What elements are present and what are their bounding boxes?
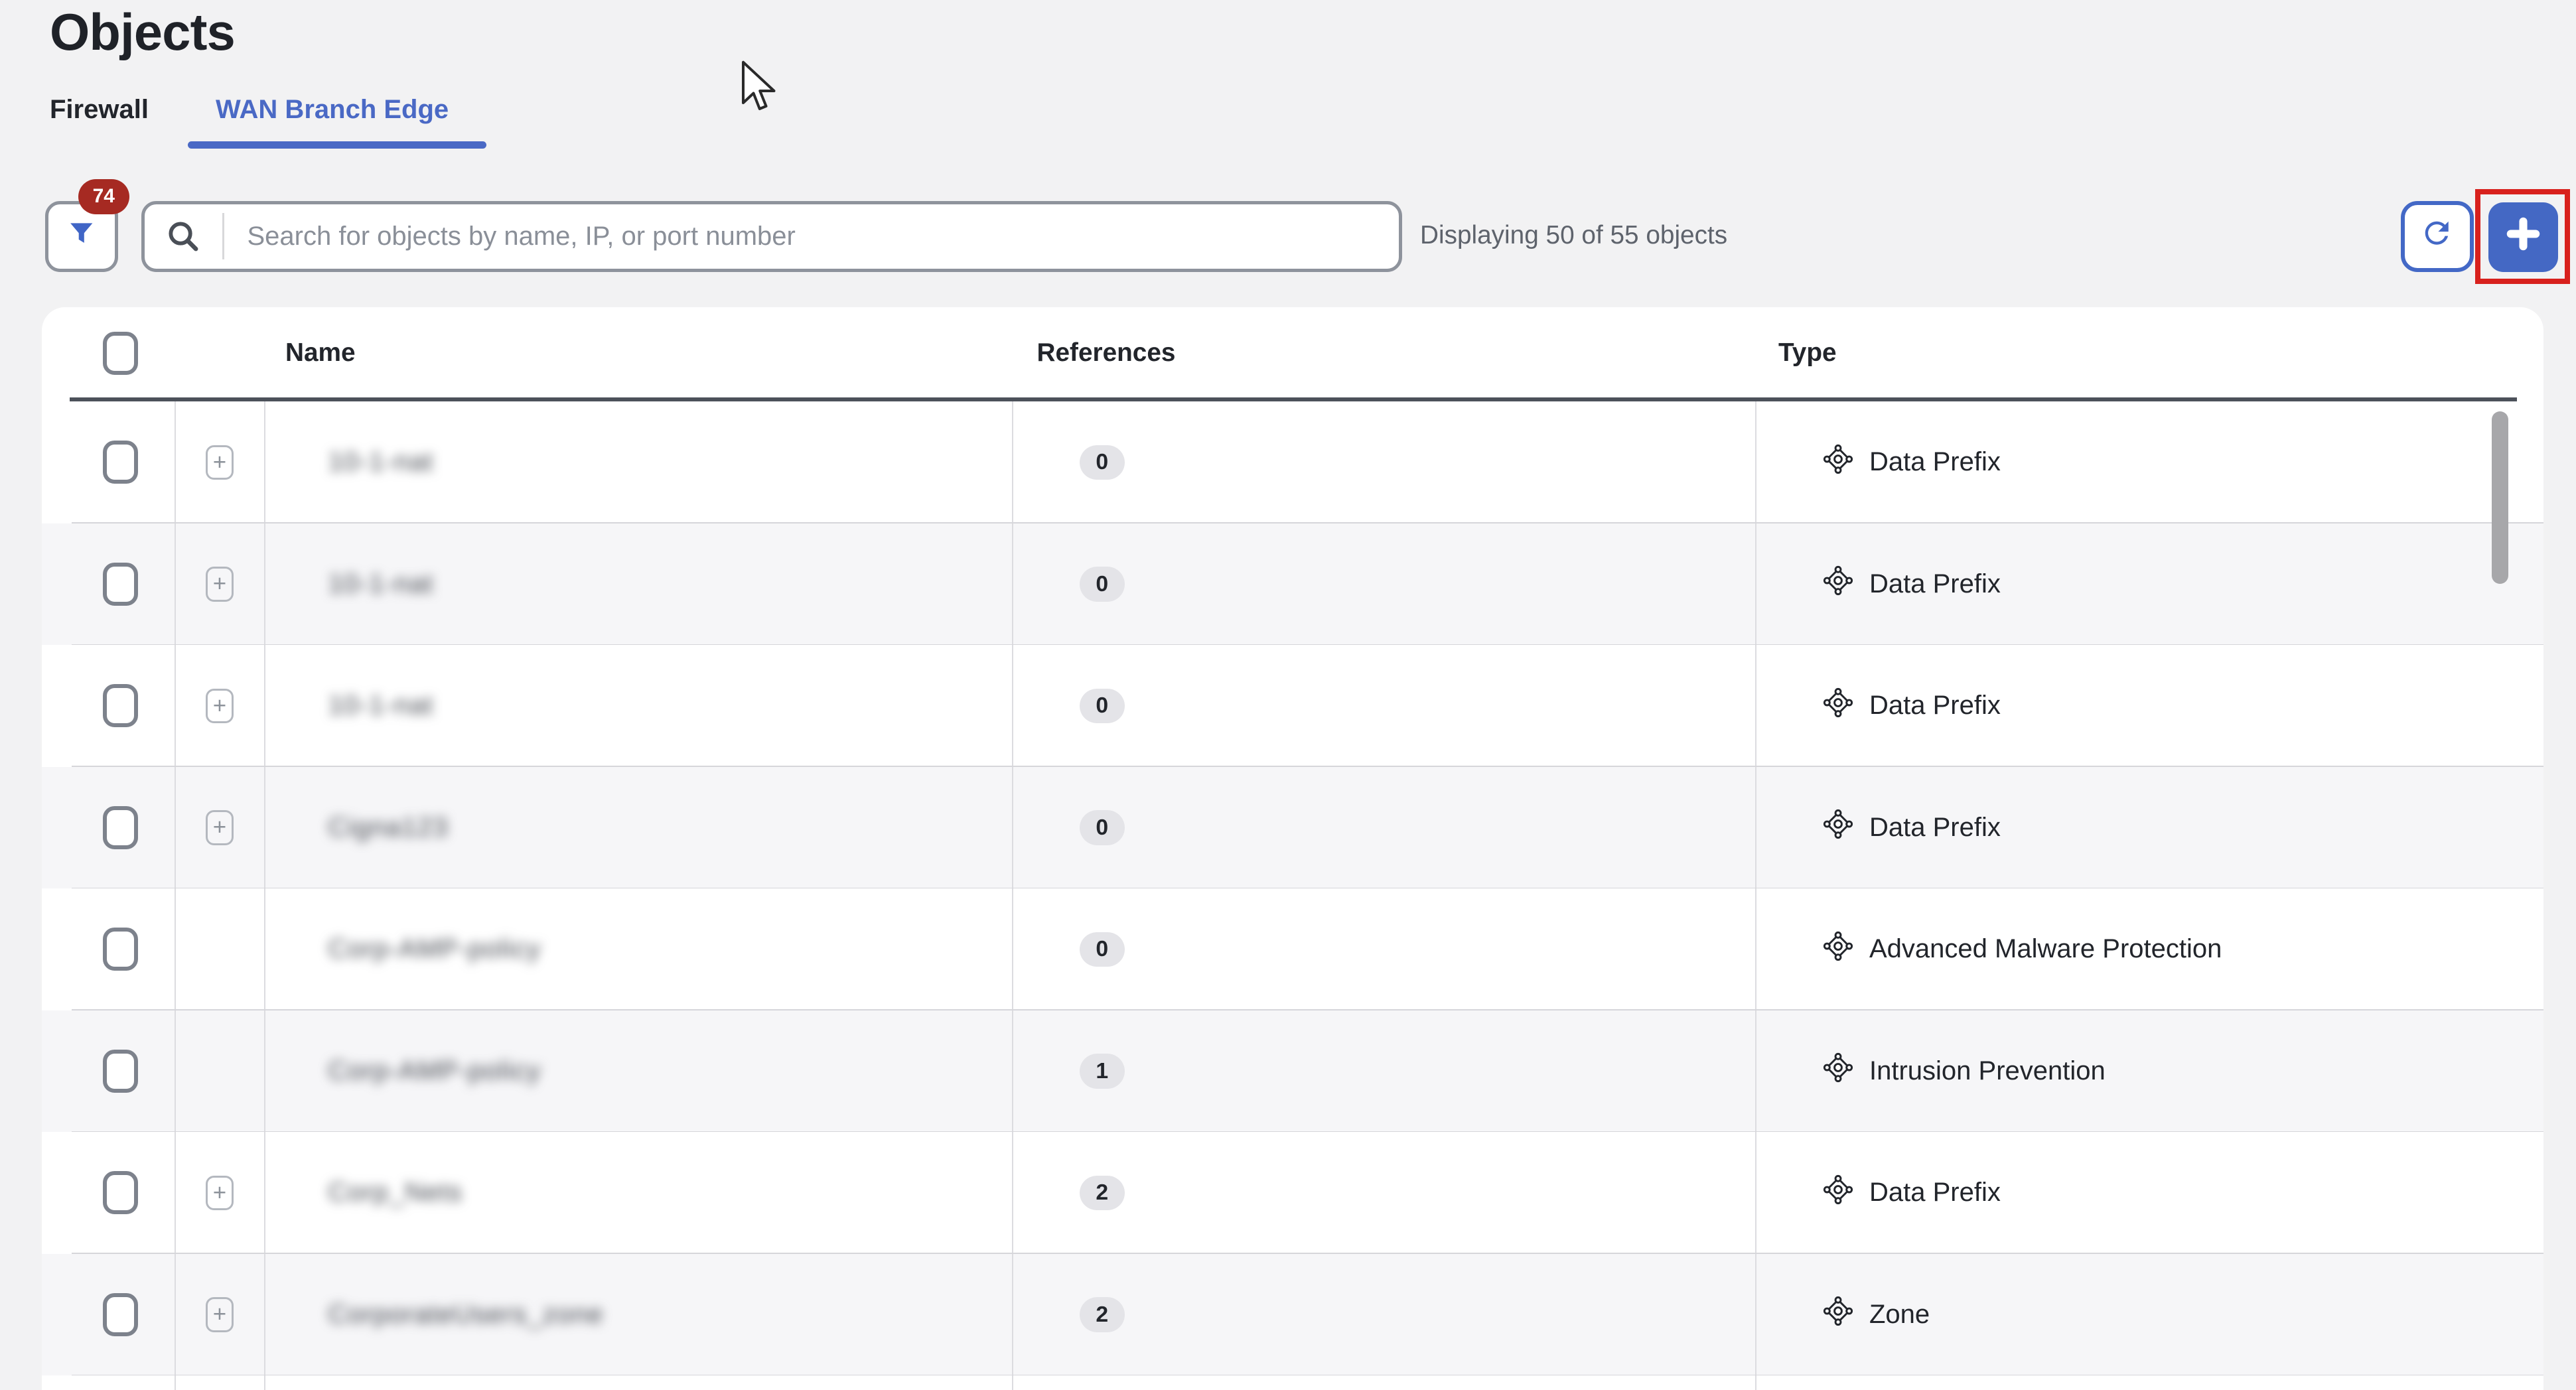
object-type-diamond-icon xyxy=(1822,686,1855,726)
references-badge: 2 xyxy=(1080,1175,1125,1210)
object-name-blurred: 10-1-nat xyxy=(328,691,434,721)
filter-funnel-icon xyxy=(66,218,98,256)
table-body: + 10-1-nat 0 Data Prefix + xyxy=(41,401,2543,1390)
object-name-blurred: 10-1-nat xyxy=(328,447,434,477)
table-row[interactable]: + 10-1-nat 0 Data Prefix xyxy=(41,645,2543,770)
table-row[interactable]: + Cigna123 0 Data Prefix xyxy=(41,766,2543,891)
plus-icon xyxy=(2505,216,2541,259)
mouse-cursor xyxy=(740,60,780,123)
object-type-diamond-icon xyxy=(1822,930,1855,969)
table-row[interactable]: + Corp-AMP-policy 0 Advanced Malware Pro… xyxy=(41,888,2543,1013)
row-checkbox[interactable] xyxy=(103,1171,138,1215)
references-badge: 1 xyxy=(1080,1054,1125,1089)
references-badge: 0 xyxy=(1080,445,1125,480)
table-row[interactable]: + Corp_Nets 2 Data Prefix xyxy=(41,1132,2543,1257)
object-name-blurred: Corp-AMP-policy xyxy=(328,1056,541,1085)
expand-plus-icon[interactable]: + xyxy=(205,1175,234,1210)
table-row[interactable]: + 10-1-nat 0 Data Prefix xyxy=(41,401,2543,526)
references-badge: 2 xyxy=(1080,1297,1125,1332)
object-type-diamond-icon xyxy=(1822,1173,1855,1213)
object-type-diamond-icon xyxy=(1822,807,1855,847)
row-checkbox[interactable] xyxy=(103,805,138,849)
object-type-label: Data Prefix xyxy=(1869,691,2001,721)
tab-firewall[interactable]: Firewall xyxy=(50,94,149,124)
table-row[interactable]: + CorporateUsers_zone 2 Zone xyxy=(41,1253,2543,1378)
table-row[interactable]: + 10-1-nat 0 Data Prefix xyxy=(41,523,2543,648)
object-type-diamond-icon xyxy=(1822,443,1855,482)
search-box xyxy=(141,200,1402,272)
row-checkbox[interactable] xyxy=(103,684,138,728)
expand-plus-icon[interactable]: + xyxy=(205,810,234,845)
object-type-label: Data Prefix xyxy=(1869,447,2001,477)
references-badge: 0 xyxy=(1080,810,1125,845)
expand-plus-icon[interactable]: + xyxy=(205,1297,234,1332)
expand-plus-icon[interactable]: + xyxy=(205,445,234,480)
references-badge: 0 xyxy=(1080,932,1125,967)
row-checkbox[interactable] xyxy=(103,441,138,484)
object-type-label: Advanced Malware Protection xyxy=(1869,934,2222,964)
row-checkbox[interactable] xyxy=(103,562,138,606)
object-type-label: Zone xyxy=(1869,1299,1930,1329)
object-type-label: Data Prefix xyxy=(1869,812,2001,842)
object-type-label: Data Prefix xyxy=(1869,1178,2001,1208)
row-checkbox[interactable] xyxy=(103,928,138,971)
row-checkbox[interactable] xyxy=(103,1292,138,1336)
column-header-type: Type xyxy=(1778,338,1837,367)
magnifier-icon xyxy=(145,219,223,254)
refresh-icon xyxy=(2419,216,2455,257)
page-title: Objects xyxy=(50,4,236,61)
object-type-label: Data Prefix xyxy=(1869,569,2001,598)
column-header-references: References xyxy=(1037,338,1176,367)
object-type-diamond-icon xyxy=(1822,1051,1855,1091)
add-object-button[interactable] xyxy=(2488,202,2558,272)
object-type-label: Intrusion Prevention xyxy=(1869,1056,2106,1085)
tab-wan-branch-edge[interactable]: WAN Branch Edge xyxy=(216,94,449,124)
search-divider xyxy=(222,213,224,260)
objects-table-card: Name References Type + 10-1-nat 0 xyxy=(41,307,2543,1390)
filter-count-badge: 74 xyxy=(78,179,129,214)
references-badge: 0 xyxy=(1080,567,1125,602)
expand-plus-icon[interactable]: + xyxy=(205,688,234,723)
vertical-scrollbar-thumb[interactable] xyxy=(2492,411,2508,584)
object-name-blurred: Corp-AMP-policy xyxy=(328,934,541,964)
search-input[interactable] xyxy=(224,221,1399,251)
add-button-highlight-box xyxy=(2475,189,2570,284)
refresh-button[interactable] xyxy=(2400,200,2474,272)
active-tab-underline xyxy=(187,141,486,149)
object-name-blurred: Cigna123 xyxy=(328,812,449,842)
column-header-name: Name xyxy=(285,338,356,367)
references-badge: 0 xyxy=(1080,688,1125,723)
header-rule xyxy=(70,397,2517,401)
select-all-checkbox[interactable] xyxy=(103,332,138,375)
table-row[interactable]: + Corp-AMP-policy 1 Intrusion Prevention xyxy=(41,1010,2543,1135)
object-name-blurred: Corp_Nets xyxy=(328,1178,463,1208)
row-checkbox[interactable] xyxy=(103,1049,138,1093)
object-type-diamond-icon xyxy=(1822,564,1855,604)
object-type-diamond-icon xyxy=(1822,1294,1855,1334)
object-name-blurred: 10-1-nat xyxy=(328,569,434,598)
object-name-blurred: CorporateUsers_zone xyxy=(328,1299,604,1329)
table-row[interactable]: + xyxy=(41,1375,2543,1390)
table-header: Name References Type xyxy=(42,307,2543,401)
expand-plus-icon[interactable]: + xyxy=(205,567,234,602)
results-summary: Displaying 50 of 55 objects xyxy=(1420,220,1728,249)
